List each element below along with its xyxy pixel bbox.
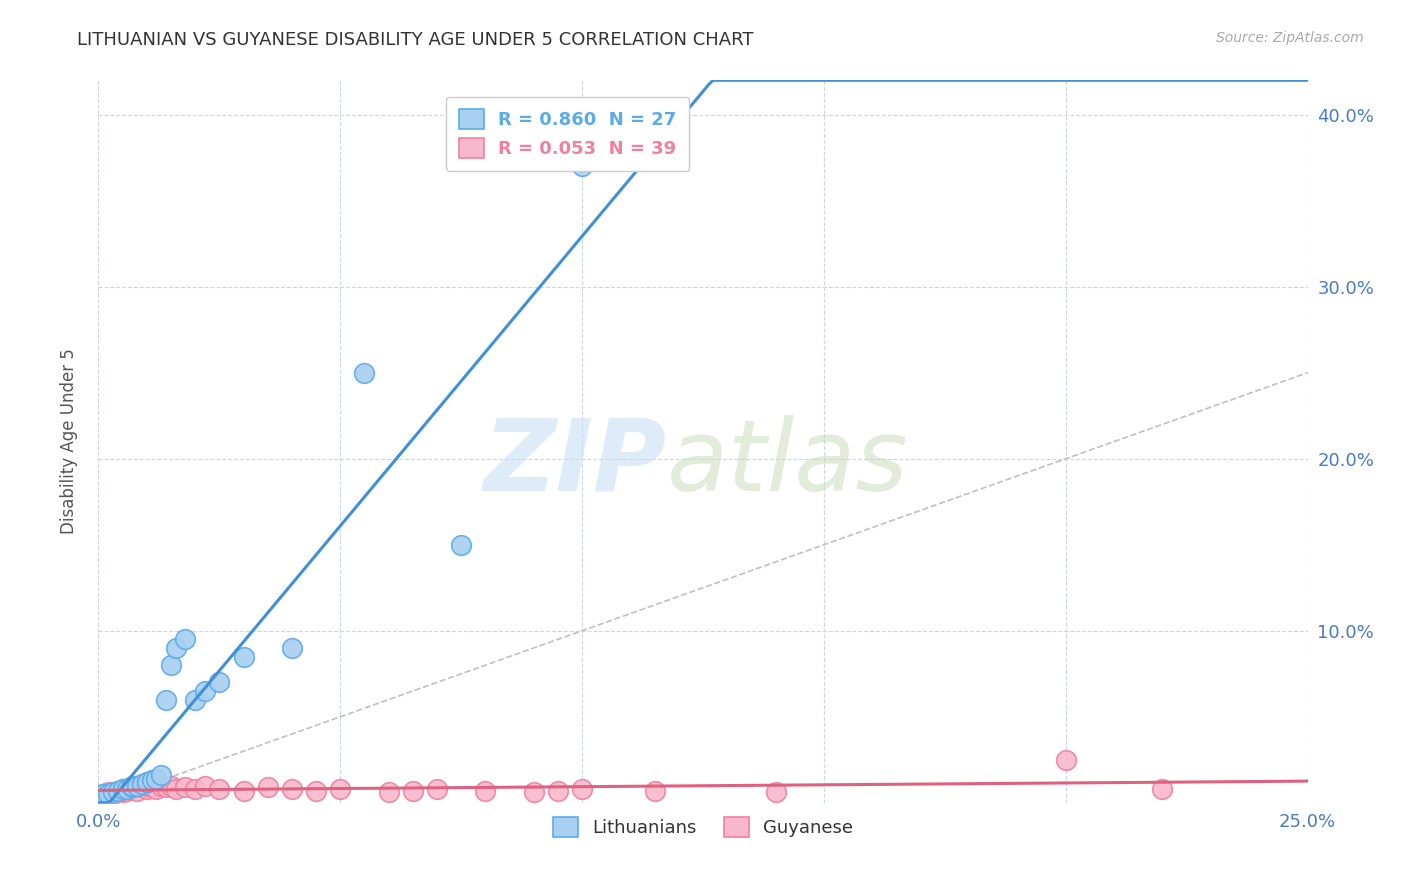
Point bbox=[547, 784, 569, 798]
Point bbox=[329, 782, 352, 797]
Point bbox=[107, 784, 129, 798]
Point bbox=[91, 787, 114, 801]
Point bbox=[121, 780, 143, 795]
Text: LITHUANIAN VS GUYANESE DISABILITY AGE UNDER 5 CORRELATION CHART: LITHUANIAN VS GUYANESE DISABILITY AGE UN… bbox=[77, 31, 754, 49]
Point bbox=[155, 780, 177, 795]
Point bbox=[184, 692, 207, 706]
Point bbox=[232, 784, 254, 798]
Point bbox=[150, 779, 173, 793]
Point bbox=[121, 779, 143, 793]
Text: atlas: atlas bbox=[666, 415, 908, 512]
Point bbox=[135, 775, 157, 789]
Text: ZIP: ZIP bbox=[484, 415, 666, 512]
Point bbox=[165, 640, 187, 655]
Point bbox=[111, 782, 134, 797]
Point bbox=[155, 692, 177, 706]
Point bbox=[160, 779, 183, 793]
Point bbox=[91, 787, 114, 801]
Point bbox=[1054, 753, 1077, 767]
Point bbox=[426, 782, 449, 797]
Point bbox=[377, 785, 399, 799]
Point bbox=[165, 782, 187, 797]
Point bbox=[305, 784, 328, 798]
Point bbox=[117, 784, 139, 798]
Point bbox=[281, 782, 304, 797]
Point bbox=[194, 684, 217, 698]
Point bbox=[101, 785, 124, 799]
Point bbox=[256, 780, 278, 795]
Point bbox=[232, 649, 254, 664]
Point bbox=[127, 784, 149, 798]
Point bbox=[131, 777, 153, 791]
Point bbox=[174, 780, 197, 795]
Point bbox=[160, 658, 183, 673]
Point bbox=[281, 640, 304, 655]
Point bbox=[353, 366, 375, 380]
Point bbox=[194, 779, 217, 793]
Point bbox=[135, 775, 157, 789]
Text: Source: ZipAtlas.com: Source: ZipAtlas.com bbox=[1216, 31, 1364, 45]
Y-axis label: Disability Age Under 5: Disability Age Under 5 bbox=[59, 349, 77, 534]
Point bbox=[121, 782, 143, 797]
Point bbox=[474, 784, 496, 798]
Point bbox=[97, 787, 120, 801]
Point bbox=[131, 780, 153, 795]
Point bbox=[117, 782, 139, 797]
Point bbox=[145, 772, 167, 786]
Point bbox=[135, 782, 157, 797]
Point bbox=[402, 784, 425, 798]
Point bbox=[150, 768, 173, 782]
Point bbox=[145, 782, 167, 797]
Point bbox=[571, 159, 593, 173]
Point bbox=[141, 780, 163, 795]
Legend: Lithuanians, Guyanese: Lithuanians, Guyanese bbox=[546, 810, 860, 845]
Point bbox=[765, 785, 787, 799]
Point bbox=[135, 779, 157, 793]
Point bbox=[174, 632, 197, 647]
Point bbox=[208, 675, 231, 690]
Point bbox=[141, 773, 163, 788]
Point bbox=[111, 782, 134, 797]
Point bbox=[184, 782, 207, 797]
Point bbox=[450, 538, 472, 552]
Point bbox=[111, 785, 134, 799]
Point bbox=[644, 784, 666, 798]
Point bbox=[571, 782, 593, 797]
Point bbox=[208, 782, 231, 797]
Point bbox=[1152, 782, 1174, 797]
Point bbox=[127, 779, 149, 793]
Point bbox=[121, 780, 143, 795]
Point bbox=[101, 787, 124, 801]
Point bbox=[107, 784, 129, 798]
Point bbox=[523, 785, 546, 799]
Point bbox=[97, 785, 120, 799]
